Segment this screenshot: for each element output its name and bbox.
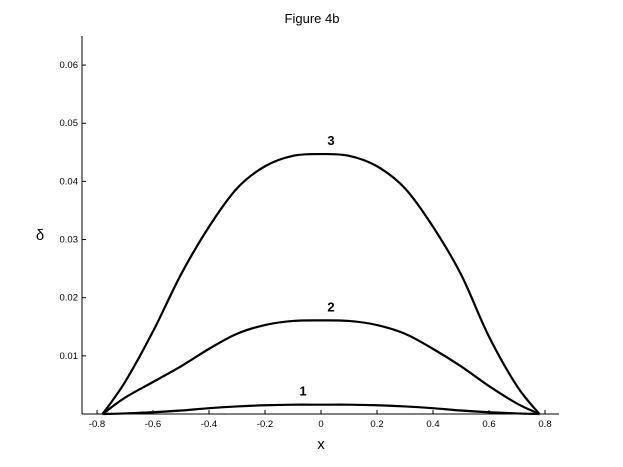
- series-layer: 1 2 3: [101, 133, 541, 416]
- y-axis-label: δ: [36, 227, 44, 244]
- series-label-2: 2: [327, 299, 334, 314]
- series-line-3: [101, 152, 541, 415]
- series-line-2: [101, 319, 540, 415]
- series-label-1: 1: [299, 384, 306, 399]
- x-tick-label: 0: [318, 419, 323, 430]
- x-tick-label: 0.4: [426, 419, 439, 430]
- series-line-1: [102, 403, 540, 416]
- x-axis-label: x: [317, 436, 325, 453]
- y-tick-label: 0.04: [60, 176, 79, 187]
- x-tick-label: 0.6: [482, 419, 495, 430]
- x-tick-label: -0.2: [257, 419, 273, 430]
- y-tick-label: 0.01: [60, 351, 79, 362]
- y-tick-label: 0.03: [60, 235, 79, 246]
- y-tick-label: 0.05: [60, 118, 79, 129]
- series-label-3: 3: [327, 133, 334, 148]
- x-tick-label: -0.6: [145, 419, 161, 430]
- x-tick-label: 0.2: [370, 419, 383, 430]
- chart-title: Figure 4b: [285, 11, 340, 26]
- y-tick-label: 0.06: [60, 60, 79, 71]
- x-tick-label: -0.4: [201, 419, 217, 430]
- y-tick-label: 0.02: [60, 293, 79, 304]
- x-tick-label: 0.8: [538, 419, 551, 430]
- axes: -0.8 -0.6 -0.4 -0.2 0 0.2 0.4 0.6 0.8 0.01 0.02 0.0…: [60, 36, 559, 430]
- x-tick-label: -0.8: [89, 419, 105, 430]
